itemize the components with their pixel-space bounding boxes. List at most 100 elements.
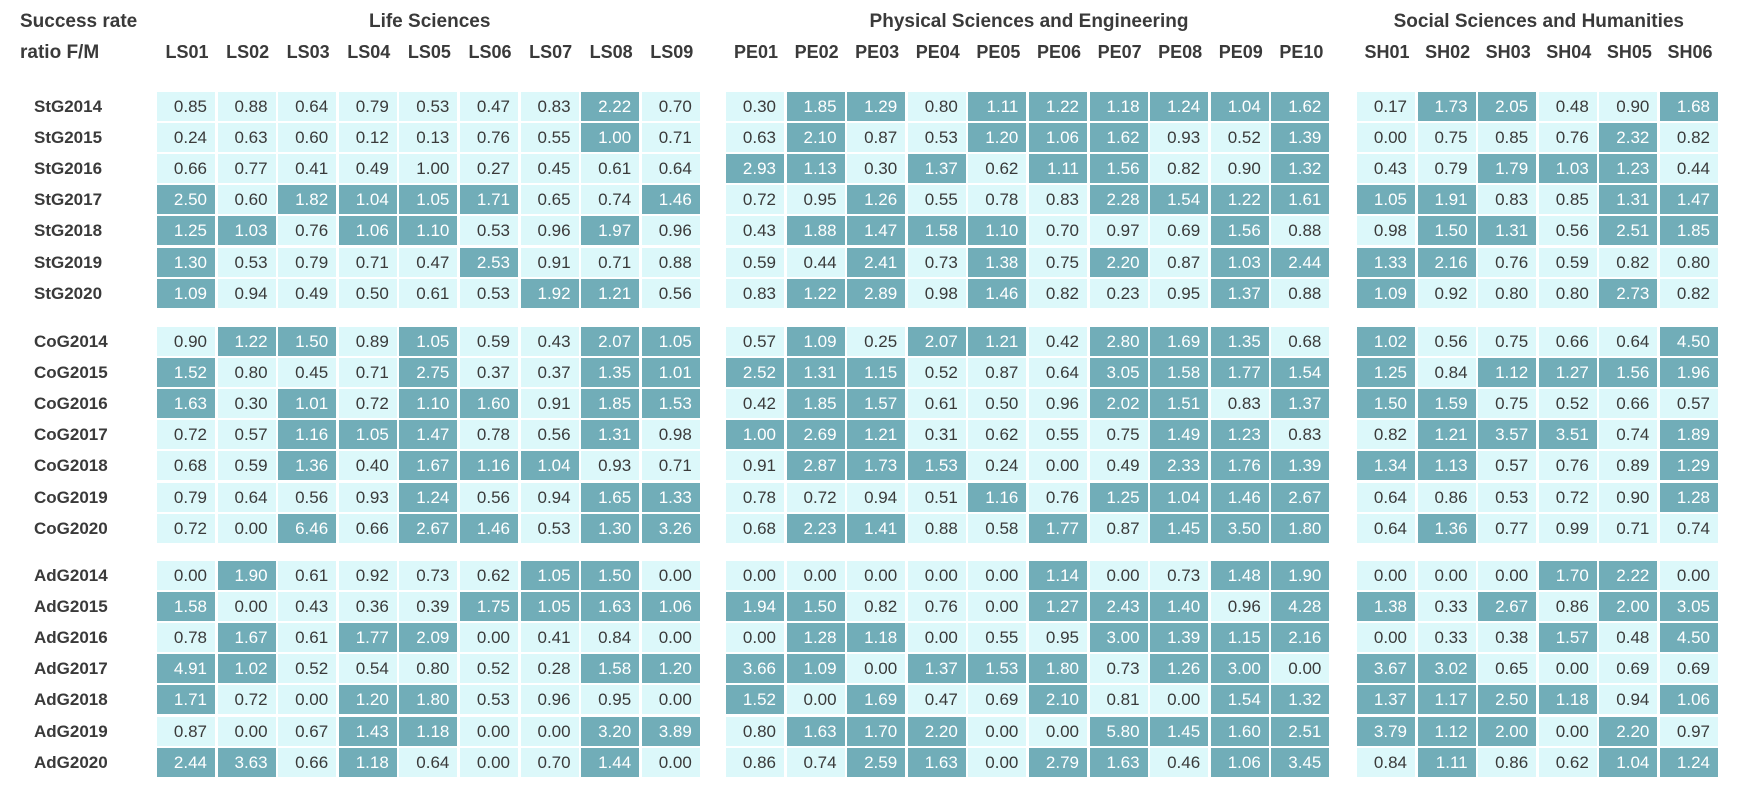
table-cell: 1.05 [338,420,397,450]
table-cell: 1.92 [520,278,579,308]
table-cell: 2.43 [1089,592,1148,622]
table-cell: 0.45 [520,154,579,184]
table-cell: 0.13 [399,123,458,153]
table-cell: 1.37 [1357,685,1415,715]
table-cell: 0.80 [1660,247,1718,277]
table-cell: 1.62 [1271,92,1330,121]
table-cell: 0.95 [786,185,845,215]
table-cell: 1.77 [1210,358,1269,388]
corner-label-line2: ratio F/M [20,42,100,63]
table-cell: 0.44 [786,247,845,277]
table-cell: 1.31 [1478,216,1537,246]
table-cell: 0.00 [1660,561,1718,590]
table-cell: 1.62 [1089,123,1148,153]
table-cell: 0.74 [1599,420,1658,450]
table-cell: 1.67 [399,451,458,481]
table-cell: 0.00 [968,747,1027,777]
row-label: CoG2014 [34,332,108,351]
table-cell: 0.66 [157,154,215,184]
column-header: PE10 [1279,42,1324,62]
table-cell: 1.73 [847,451,906,481]
table-cell: 1.45 [1150,716,1209,746]
table-cell: 2.53 [460,247,518,277]
table-cell: 0.64 [399,747,458,777]
table-cell: 0.42 [726,389,784,419]
table-cell: 2.20 [907,716,966,746]
table-cell: 0.71 [338,247,397,277]
row-label: AdG2017 [34,659,108,679]
table-cell: 0.59 [460,327,518,356]
table-cell: 0.00 [460,716,518,746]
table-cell: 0.53 [907,123,966,153]
table-cell: 0.56 [1538,216,1597,246]
table-cell: 2.09 [399,623,458,653]
table-cell: 1.04 [520,451,579,481]
table-cell: 1.44 [581,747,640,777]
table-cell: 0.98 [641,420,700,450]
table-cell: 1.09 [157,278,215,308]
table-cell: 0.71 [338,358,397,388]
table-cell: 0.68 [726,513,784,543]
table-cell: 1.65 [581,482,640,512]
table-cell: 1.16 [968,482,1027,512]
table-cell: 0.49 [338,154,397,184]
table-cell: 1.06 [1660,685,1718,715]
table-cell: 2.51 [1271,716,1330,746]
table-cell: 1.21 [968,327,1027,356]
table-cell: 0.46 [1150,747,1209,777]
table-cell: 1.12 [1478,358,1537,388]
table-cell: 0.49 [1089,451,1148,481]
table-cell: 1.39 [1271,123,1330,153]
table-cell: 0.74 [581,185,640,215]
table-cell: 1.91 [1417,185,1476,215]
table-cell: 0.87 [968,358,1027,388]
table-cell: 0.64 [217,482,276,512]
table-cell: 0.52 [278,654,337,684]
table-cell: 0.62 [968,154,1027,184]
table-cell: 1.88 [786,216,845,246]
table-cell: 1.24 [399,482,458,512]
table-cell: 1.25 [157,216,215,246]
table-cell: 1.09 [786,327,845,356]
table-cell: 0.28 [520,654,579,684]
table-cell: 0.83 [1210,389,1269,419]
table-cell: 1.05 [641,327,700,356]
table-cell: 0.43 [726,216,784,246]
table-cell: 0.23 [1089,278,1148,308]
column-header: PE02 [794,42,839,62]
table-cell: 0.71 [641,123,700,153]
table-cell: 0.00 [726,623,784,653]
table-cell: 0.92 [1417,278,1476,308]
table-cell: 0.00 [1029,716,1087,746]
table-cell: 1.75 [460,592,518,622]
table-cell: 0.52 [1210,123,1269,153]
table-cell: 2.10 [786,123,845,153]
table-cell: 0.87 [1150,247,1209,277]
column-header: PE07 [1097,42,1142,62]
table-cell: 2.41 [847,247,906,277]
table-cell: 2.28 [1089,185,1148,215]
table-cell: 1.49 [1150,420,1209,450]
table-cell: 1.63 [581,592,640,622]
table-cell: 0.61 [907,389,966,419]
table-cell: 1.76 [1210,451,1269,481]
table-cell: 0.87 [847,123,906,153]
group-title: Social Sciences and Humanities [1393,11,1684,32]
table-cell: 1.56 [1599,358,1658,388]
table-cell: 1.38 [1357,592,1415,622]
table-cell: 0.83 [726,278,784,308]
table-cell: 0.56 [278,482,337,512]
table-cell: 0.55 [1029,420,1087,450]
table-cell: 0.72 [338,389,397,419]
table-cell: 0.66 [278,747,337,777]
table-cell: 1.54 [1210,685,1269,715]
table-cell: 1.60 [1210,716,1269,746]
table-cell: 0.25 [847,327,906,356]
table-cell: 2.20 [1089,247,1148,277]
table-cell: 0.57 [726,327,784,356]
table-cell: 0.00 [907,623,966,653]
table-cell: 0.56 [460,482,518,512]
table-cell: 0.95 [1029,623,1087,653]
table-cell: 0.93 [581,451,640,481]
table-cell: 0.00 [641,623,700,653]
